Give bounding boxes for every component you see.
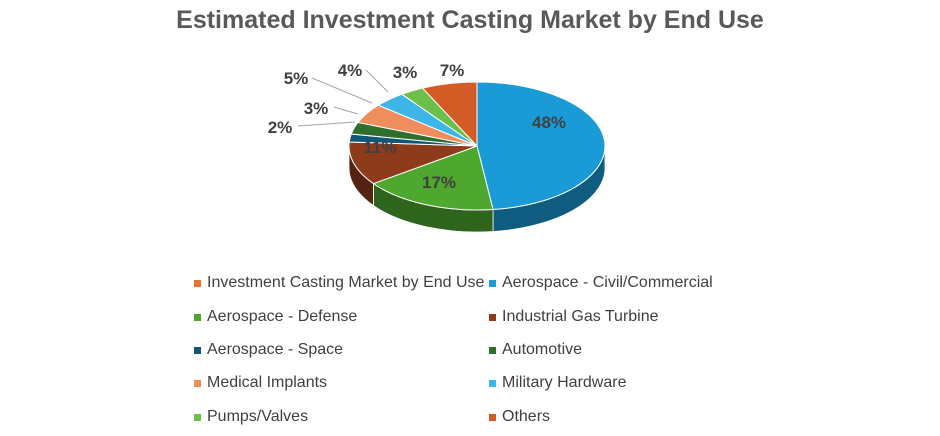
leader-line-6	[311, 77, 373, 104]
pie-slice-2[interactable]	[372, 145, 494, 211]
leader-line-7	[365, 69, 389, 93]
data-label-3: 11%	[363, 138, 396, 157]
data-label-1: 48%	[532, 113, 566, 132]
legend-item: Aerospace - Space	[194, 341, 343, 359]
pie-chart: 48% 17% 11% 2% 3% 5% 4% 3% 7%	[268, 61, 606, 233]
leader-line-5	[333, 106, 359, 115]
legend-swatch	[194, 379, 201, 387]
legend-label: Automotive	[502, 341, 583, 358]
legend-item: Medical Implants	[194, 374, 327, 392]
data-label-9: 7%	[440, 61, 465, 80]
pie-slice-9[interactable]	[421, 81, 478, 148]
legend-label: Investment Casting Market by End Use	[207, 274, 485, 291]
legend-swatch	[489, 279, 496, 287]
data-label-8: 3%	[393, 63, 418, 82]
legend-item: Others	[489, 408, 550, 426]
legend-label: Aerospace - Space	[207, 341, 344, 358]
legend-item: Investment Casting Market by End Use	[194, 274, 484, 292]
legend-label: Pumps/Valves	[207, 408, 309, 425]
legend-swatch	[489, 413, 496, 421]
legend-label: Medical Implants	[207, 374, 328, 391]
pie-slice-1[interactable]	[476, 81, 606, 211]
leader-line-4	[297, 121, 356, 127]
legend-swatch	[194, 279, 201, 287]
legend-label: Military Hardware	[502, 374, 627, 391]
legend-swatch	[489, 379, 496, 387]
pie-slice-3[interactable]	[348, 141, 478, 185]
chart-title: Estimated Investment Casting Market by E…	[176, 6, 764, 34]
legend-label: Industrial Gas Turbine	[502, 308, 659, 325]
legend-item: Industrial Gas Turbine	[489, 308, 659, 326]
legend-item: Aerospace - Civil/Commercial	[489, 274, 713, 292]
data-label-7: 4%	[338, 61, 363, 80]
legend-item: Automotive	[489, 341, 582, 359]
legend-swatch	[194, 313, 201, 321]
legend-label: Aerospace - Defense	[207, 308, 358, 325]
legend-swatch	[194, 413, 201, 421]
data-label-5: 3%	[304, 99, 329, 118]
legend-item: Pumps/Valves	[194, 408, 308, 426]
legend-swatch	[194, 346, 201, 354]
legend-item: Aerospace - Defense	[194, 308, 357, 326]
data-label-6: 5%	[284, 69, 309, 88]
legend-swatch	[489, 346, 496, 354]
legend-label: Aerospace - Civil/Commercial	[502, 274, 713, 291]
data-label-2: 17%	[422, 173, 456, 192]
legend-swatch	[489, 313, 496, 321]
legend-label: Others	[502, 408, 551, 425]
legend-item: Military Hardware	[489, 374, 626, 392]
data-label-4: 2%	[268, 118, 293, 137]
